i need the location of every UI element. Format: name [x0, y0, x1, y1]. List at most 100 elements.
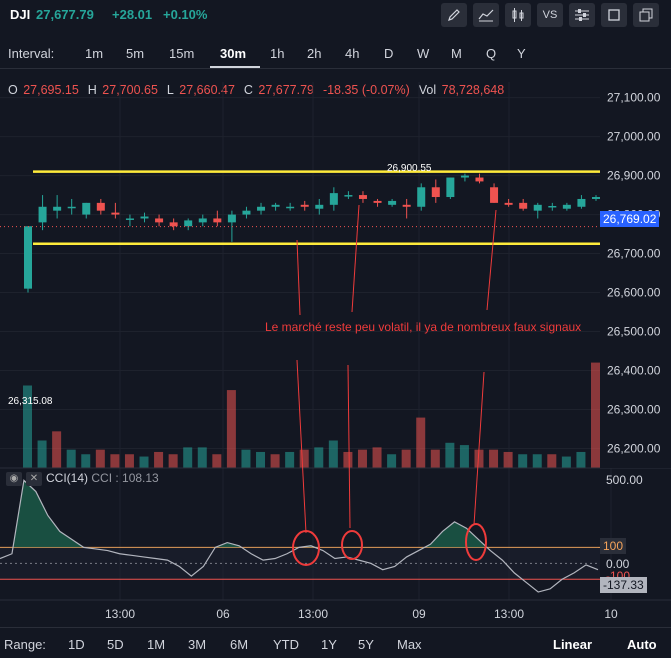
range-1m[interactable]: 1M [147, 637, 166, 652]
copy-icon[interactable] [633, 3, 659, 27]
volume-bar [197, 447, 207, 468]
low-label: L [166, 83, 174, 97]
eye-icon[interactable]: ◉ [6, 471, 22, 486]
annotation-circle [292, 530, 320, 566]
candle-body [24, 226, 32, 289]
price-tick-label: 26,900.00 [607, 169, 661, 183]
candle-body [548, 205, 557, 208]
candle-body [155, 218, 164, 223]
interval-4h[interactable]: 4h [345, 46, 360, 61]
volume-bar [226, 390, 236, 468]
volume-bar [503, 451, 513, 468]
candle-body [53, 206, 62, 211]
price-tick-label: 26,600.00 [607, 286, 661, 300]
interval-y[interactable]: Y [517, 46, 526, 61]
open-label: O [8, 83, 18, 97]
range-3m[interactable]: 3M [188, 637, 207, 652]
time-tick-label: 13:00 [105, 607, 135, 621]
candle-body [96, 202, 105, 211]
interval-1h[interactable]: 1h [270, 46, 285, 61]
annotation-arrow-upper [351, 204, 360, 313]
volume-bar [430, 449, 440, 468]
volume-bar [52, 431, 62, 468]
candle-body [373, 200, 382, 203]
candle-body [358, 195, 367, 199]
price-tick-label: 26,500.00 [607, 325, 661, 339]
cci-level-100-tag: 100 [600, 538, 627, 554]
time-tick-label: 06 [216, 607, 230, 621]
candle-body [533, 204, 542, 211]
cci-pane [0, 467, 671, 593]
annotation-arrow-upper [486, 209, 497, 311]
scale-linear[interactable]: Linear [553, 637, 593, 652]
open-value: 27,695.15 [23, 83, 79, 97]
range-1d[interactable]: 1D [68, 637, 85, 652]
left-marker-label: 26,315.08 [8, 396, 53, 407]
last-price: 27,677.79 [36, 7, 94, 22]
volume-bar [328, 440, 338, 468]
candlesticks [24, 173, 600, 293]
candle-body [315, 204, 324, 209]
interval-5m[interactable]: 5m [126, 46, 145, 61]
candles-icon[interactable] [505, 3, 531, 27]
interval-2h[interactable]: 2h [307, 46, 322, 61]
range-max[interactable]: Max [397, 637, 422, 652]
low-value: 27,660.47 [179, 83, 235, 97]
scale-auto[interactable]: Auto [627, 637, 657, 652]
cci-current-tag: -137.33 [600, 577, 647, 593]
interval-1m[interactable]: 1m [85, 46, 104, 61]
range-ytd[interactable]: YTD [273, 637, 299, 652]
candle-body [592, 197, 600, 199]
pencil-icon[interactable] [441, 3, 467, 27]
line-chart-icon[interactable] [473, 3, 499, 27]
volume-bar [81, 454, 91, 468]
interval-d[interactable]: D [384, 46, 394, 61]
volume-bar [212, 454, 222, 468]
cci-header: ◉ ✕ CCI(14) CCI : 108.13 [6, 471, 159, 486]
interval-q[interactable]: Q [486, 46, 497, 61]
range-6m[interactable]: 6M [230, 637, 249, 652]
top-bar: DJI 27,677.79 +28.01 +0.10% VS [0, 0, 671, 32]
current-price-tag: 26,769.02 [600, 211, 660, 227]
volume-bar [66, 449, 76, 468]
price-tick-label: 27,000.00 [607, 130, 661, 144]
interval-w[interactable]: W [417, 46, 430, 61]
compare-label: VS [542, 9, 558, 21]
interval-label: Interval: [8, 46, 55, 61]
candle-body [257, 206, 266, 211]
volume-bar [37, 440, 47, 468]
interval-15m[interactable]: 15m [169, 46, 195, 61]
interval-30m[interactable]: 30m [220, 46, 247, 61]
interval-m[interactable]: M [451, 46, 462, 61]
close-icon[interactable]: ✕ [26, 471, 42, 486]
volume-bar [474, 449, 484, 468]
candle-body [82, 202, 91, 215]
candle-body [402, 204, 411, 207]
cci-title: CCI(14) [46, 471, 89, 485]
range-bar: Range: 1D 5D 1M 3M 6M YTD 1Y 5Y Max Line… [0, 627, 671, 658]
range-5d[interactable]: 5D [107, 637, 124, 652]
time-tick-label: 13:00 [298, 607, 328, 621]
volume-bar [139, 456, 149, 468]
price-tick-label: 26,400.00 [607, 364, 661, 378]
volume-bar [314, 447, 324, 468]
price-change: +28.01 [112, 7, 153, 22]
price-axis-bg [600, 82, 671, 468]
volume-bar [387, 454, 397, 468]
volume-bar [285, 451, 295, 468]
price-change-pct: +0.10% [163, 7, 208, 22]
compare-button[interactable]: VS [537, 3, 563, 27]
cci-line [0, 479, 599, 593]
fullscreen-icon[interactable] [601, 3, 627, 27]
settings-sliders-icon[interactable] [569, 3, 595, 27]
annotation-circle [465, 523, 487, 561]
symbol[interactable]: DJI [10, 7, 31, 22]
annotation-circle [341, 530, 363, 560]
active-interval-underline [210, 66, 260, 68]
range-1y[interactable]: 1Y [321, 637, 337, 652]
volume-bar [576, 451, 586, 468]
candle-body [169, 222, 178, 227]
candle-body [140, 216, 149, 219]
range-5y[interactable]: 5Y [358, 637, 374, 652]
